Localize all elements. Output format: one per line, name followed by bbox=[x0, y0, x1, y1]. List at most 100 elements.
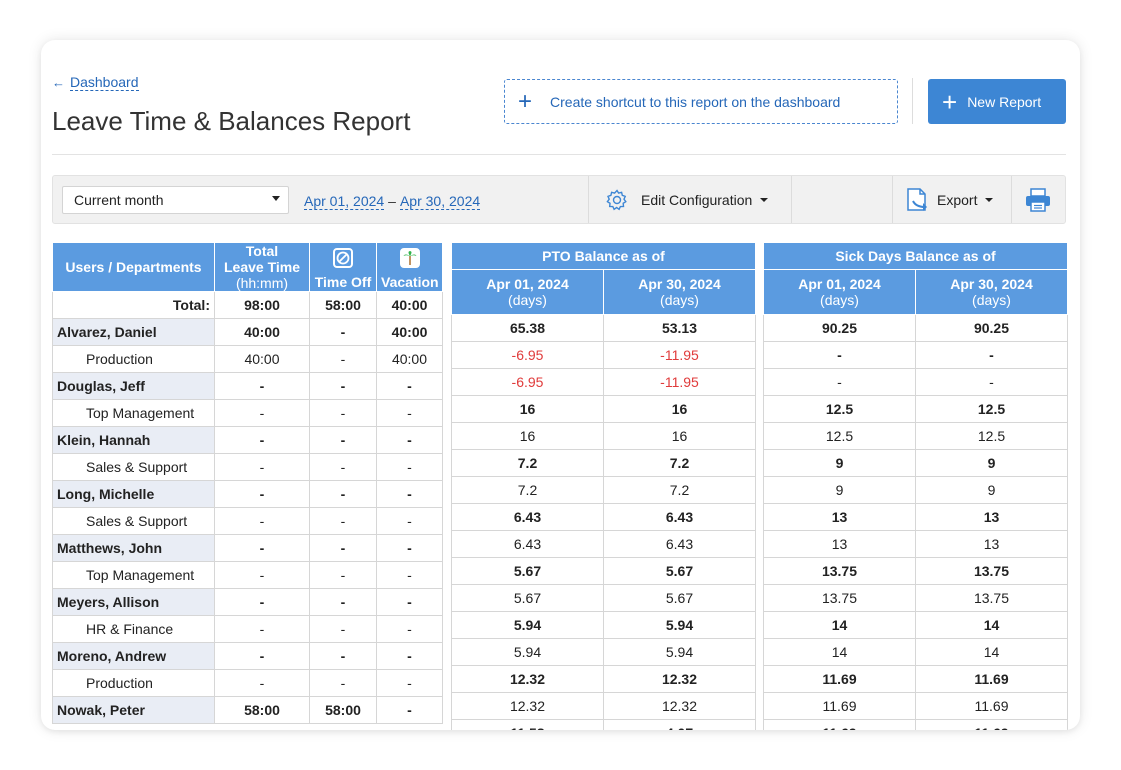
department-row: 14 14 bbox=[763, 638, 1068, 666]
sick-end-cell: 12.5 bbox=[915, 422, 1068, 450]
sick-start-cell: - bbox=[763, 341, 916, 369]
pto-start-cell: 16 bbox=[451, 422, 604, 450]
user-name: Meyers, Allison bbox=[52, 588, 215, 616]
chevron-down-icon bbox=[272, 196, 280, 201]
pto-start-cell: 5.67 bbox=[451, 584, 604, 612]
time-off-cell: - bbox=[309, 669, 377, 697]
user-row: 5.94 5.94 bbox=[451, 611, 756, 639]
user-row: 12.32 12.32 bbox=[451, 665, 756, 693]
col-sick-start[interactable]: Apr 01, 2024 (days) bbox=[763, 269, 916, 315]
period-select[interactable]: Current month bbox=[62, 186, 289, 214]
pto-end-cell: -11.95 bbox=[603, 341, 756, 369]
total-time-off: 58:00 bbox=[309, 291, 377, 319]
department-name: HR & Finance bbox=[52, 615, 215, 643]
vacation-cell: - bbox=[376, 372, 443, 400]
pto-start-cell: -6.95 bbox=[451, 368, 604, 396]
pto-start-cell: 6.43 bbox=[451, 530, 604, 558]
sick-end-cell: 11.69 bbox=[915, 665, 1068, 693]
back-to-dashboard-link[interactable]: ← Dashboard bbox=[52, 74, 139, 91]
user-row: 6.43 6.43 bbox=[451, 503, 756, 531]
col-time-off[interactable]: Time Off bbox=[309, 242, 377, 292]
sick-start-cell: 12.5 bbox=[763, 395, 916, 423]
pto-balance-table: PTO Balance as of Apr 01, 2024 (days) Ap… bbox=[451, 242, 756, 730]
pto-end-cell: -11.95 bbox=[603, 368, 756, 396]
col-vacation[interactable]: Vacation bbox=[376, 242, 443, 292]
col-users-departments[interactable]: Users / Departments bbox=[52, 242, 215, 292]
sick-end-cell: 14 bbox=[915, 611, 1068, 639]
leave-time-cell: - bbox=[214, 642, 310, 670]
create-shortcut-button[interactable]: + Create shortcut to this report on the … bbox=[504, 79, 898, 124]
toolbar-divider bbox=[588, 176, 589, 223]
vacation-cell: - bbox=[376, 534, 443, 562]
pto-start-cell: 11.58 bbox=[451, 719, 604, 730]
user-row: 13 13 bbox=[763, 503, 1068, 531]
user-row: Meyers, Allison - - - bbox=[52, 588, 443, 616]
leave-time-cell: - bbox=[214, 453, 310, 481]
export-button[interactable]: Export bbox=[905, 176, 994, 223]
sick-start-cell: 9 bbox=[763, 476, 916, 504]
vacation-cell: - bbox=[376, 507, 443, 535]
date-from-link[interactable]: Apr 01, 2024 bbox=[304, 193, 385, 210]
col-sick-start-unit: (days) bbox=[820, 292, 859, 308]
leave-time-cell: - bbox=[214, 534, 310, 562]
date-to-link[interactable]: Apr 30, 2024 bbox=[399, 193, 481, 210]
time-off-cell: - bbox=[309, 453, 377, 481]
time-off-cell: - bbox=[309, 480, 377, 508]
toolbar-divider bbox=[791, 176, 792, 223]
total-sick-end: 90.25 bbox=[915, 314, 1068, 342]
back-link-label: Dashboard bbox=[70, 74, 139, 91]
department-row: 6.43 6.43 bbox=[451, 530, 756, 558]
col-total-leave-time[interactable]: Total Leave Time (hh:mm) bbox=[214, 242, 310, 292]
col-pto-end[interactable]: Apr 30, 2024 (days) bbox=[603, 269, 756, 315]
user-row: Matthews, John - - - bbox=[52, 534, 443, 562]
pto-group-header: PTO Balance as of bbox=[451, 242, 756, 270]
edit-configuration-button[interactable]: Edit Configuration bbox=[605, 176, 769, 223]
leave-time-cell: - bbox=[214, 669, 310, 697]
user-row: 12.5 12.5 bbox=[763, 395, 1068, 423]
col-total-line1: Total bbox=[245, 243, 279, 260]
pto-start-cell: 12.32 bbox=[451, 665, 604, 693]
pto-start-cell: -6.95 bbox=[451, 341, 604, 369]
leave-time-cell: 40:00 bbox=[214, 345, 310, 373]
user-name: Moreno, Andrew bbox=[52, 642, 215, 670]
vacation-cell: - bbox=[376, 399, 443, 427]
vacation-cell: - bbox=[376, 642, 443, 670]
department-row: 13.75 13.75 bbox=[763, 584, 1068, 612]
user-row: 14 14 bbox=[763, 611, 1068, 639]
vacation-cell: - bbox=[376, 561, 443, 589]
department-name: Top Management bbox=[52, 399, 215, 427]
report-card: ← Dashboard Leave Time & Balances Report… bbox=[41, 40, 1080, 730]
department-row: Top Management - - - bbox=[52, 399, 443, 427]
department-row: Top Management - - - bbox=[52, 561, 443, 589]
time-off-cell: - bbox=[309, 561, 377, 589]
department-row: -6.95 -11.95 bbox=[451, 368, 756, 396]
total-row: 65.38 53.13 bbox=[451, 314, 756, 342]
user-row: -- bbox=[763, 341, 1068, 369]
sick-start-cell: 14 bbox=[763, 611, 916, 639]
new-report-button[interactable]: + New Report bbox=[928, 79, 1066, 124]
department-name: Sales & Support bbox=[52, 453, 215, 481]
sick-balance-table: Sick Days Balance as of Apr 01, 2024 (da… bbox=[763, 242, 1068, 730]
department-row: 5.67 5.67 bbox=[451, 584, 756, 612]
date-range: Apr 01, 2024 – Apr 30, 2024 bbox=[304, 193, 481, 210]
col-pto-start[interactable]: Apr 01, 2024 (days) bbox=[451, 269, 604, 315]
department-row: Sales & Support - - - bbox=[52, 453, 443, 481]
user-row: Alvarez, Daniel 40:00-40:00 bbox=[52, 318, 443, 346]
sick-start-cell: 13.75 bbox=[763, 557, 916, 585]
col-sick-end[interactable]: Apr 30, 2024 (days) bbox=[915, 269, 1068, 315]
department-name: Production bbox=[52, 669, 215, 697]
time-off-cell: - bbox=[309, 399, 377, 427]
time-off-cell: - bbox=[309, 372, 377, 400]
pto-start-cell: 5.94 bbox=[451, 638, 604, 666]
pto-end-cell: 7.2 bbox=[603, 476, 756, 504]
sick-end-cell: 13 bbox=[915, 530, 1068, 558]
header-divider bbox=[912, 78, 913, 124]
user-row: Long, Michelle - - - bbox=[52, 480, 443, 508]
pto-end-cell: 16 bbox=[603, 395, 756, 423]
print-button[interactable] bbox=[1025, 188, 1051, 217]
new-report-label: New Report bbox=[967, 93, 1042, 110]
report-toolbar: Current month Apr 01, 2024 – Apr 30, 202… bbox=[52, 175, 1066, 224]
leave-time-cell: - bbox=[214, 507, 310, 535]
toolbar-divider bbox=[892, 176, 893, 223]
pto-start-cell: 7.2 bbox=[451, 476, 604, 504]
